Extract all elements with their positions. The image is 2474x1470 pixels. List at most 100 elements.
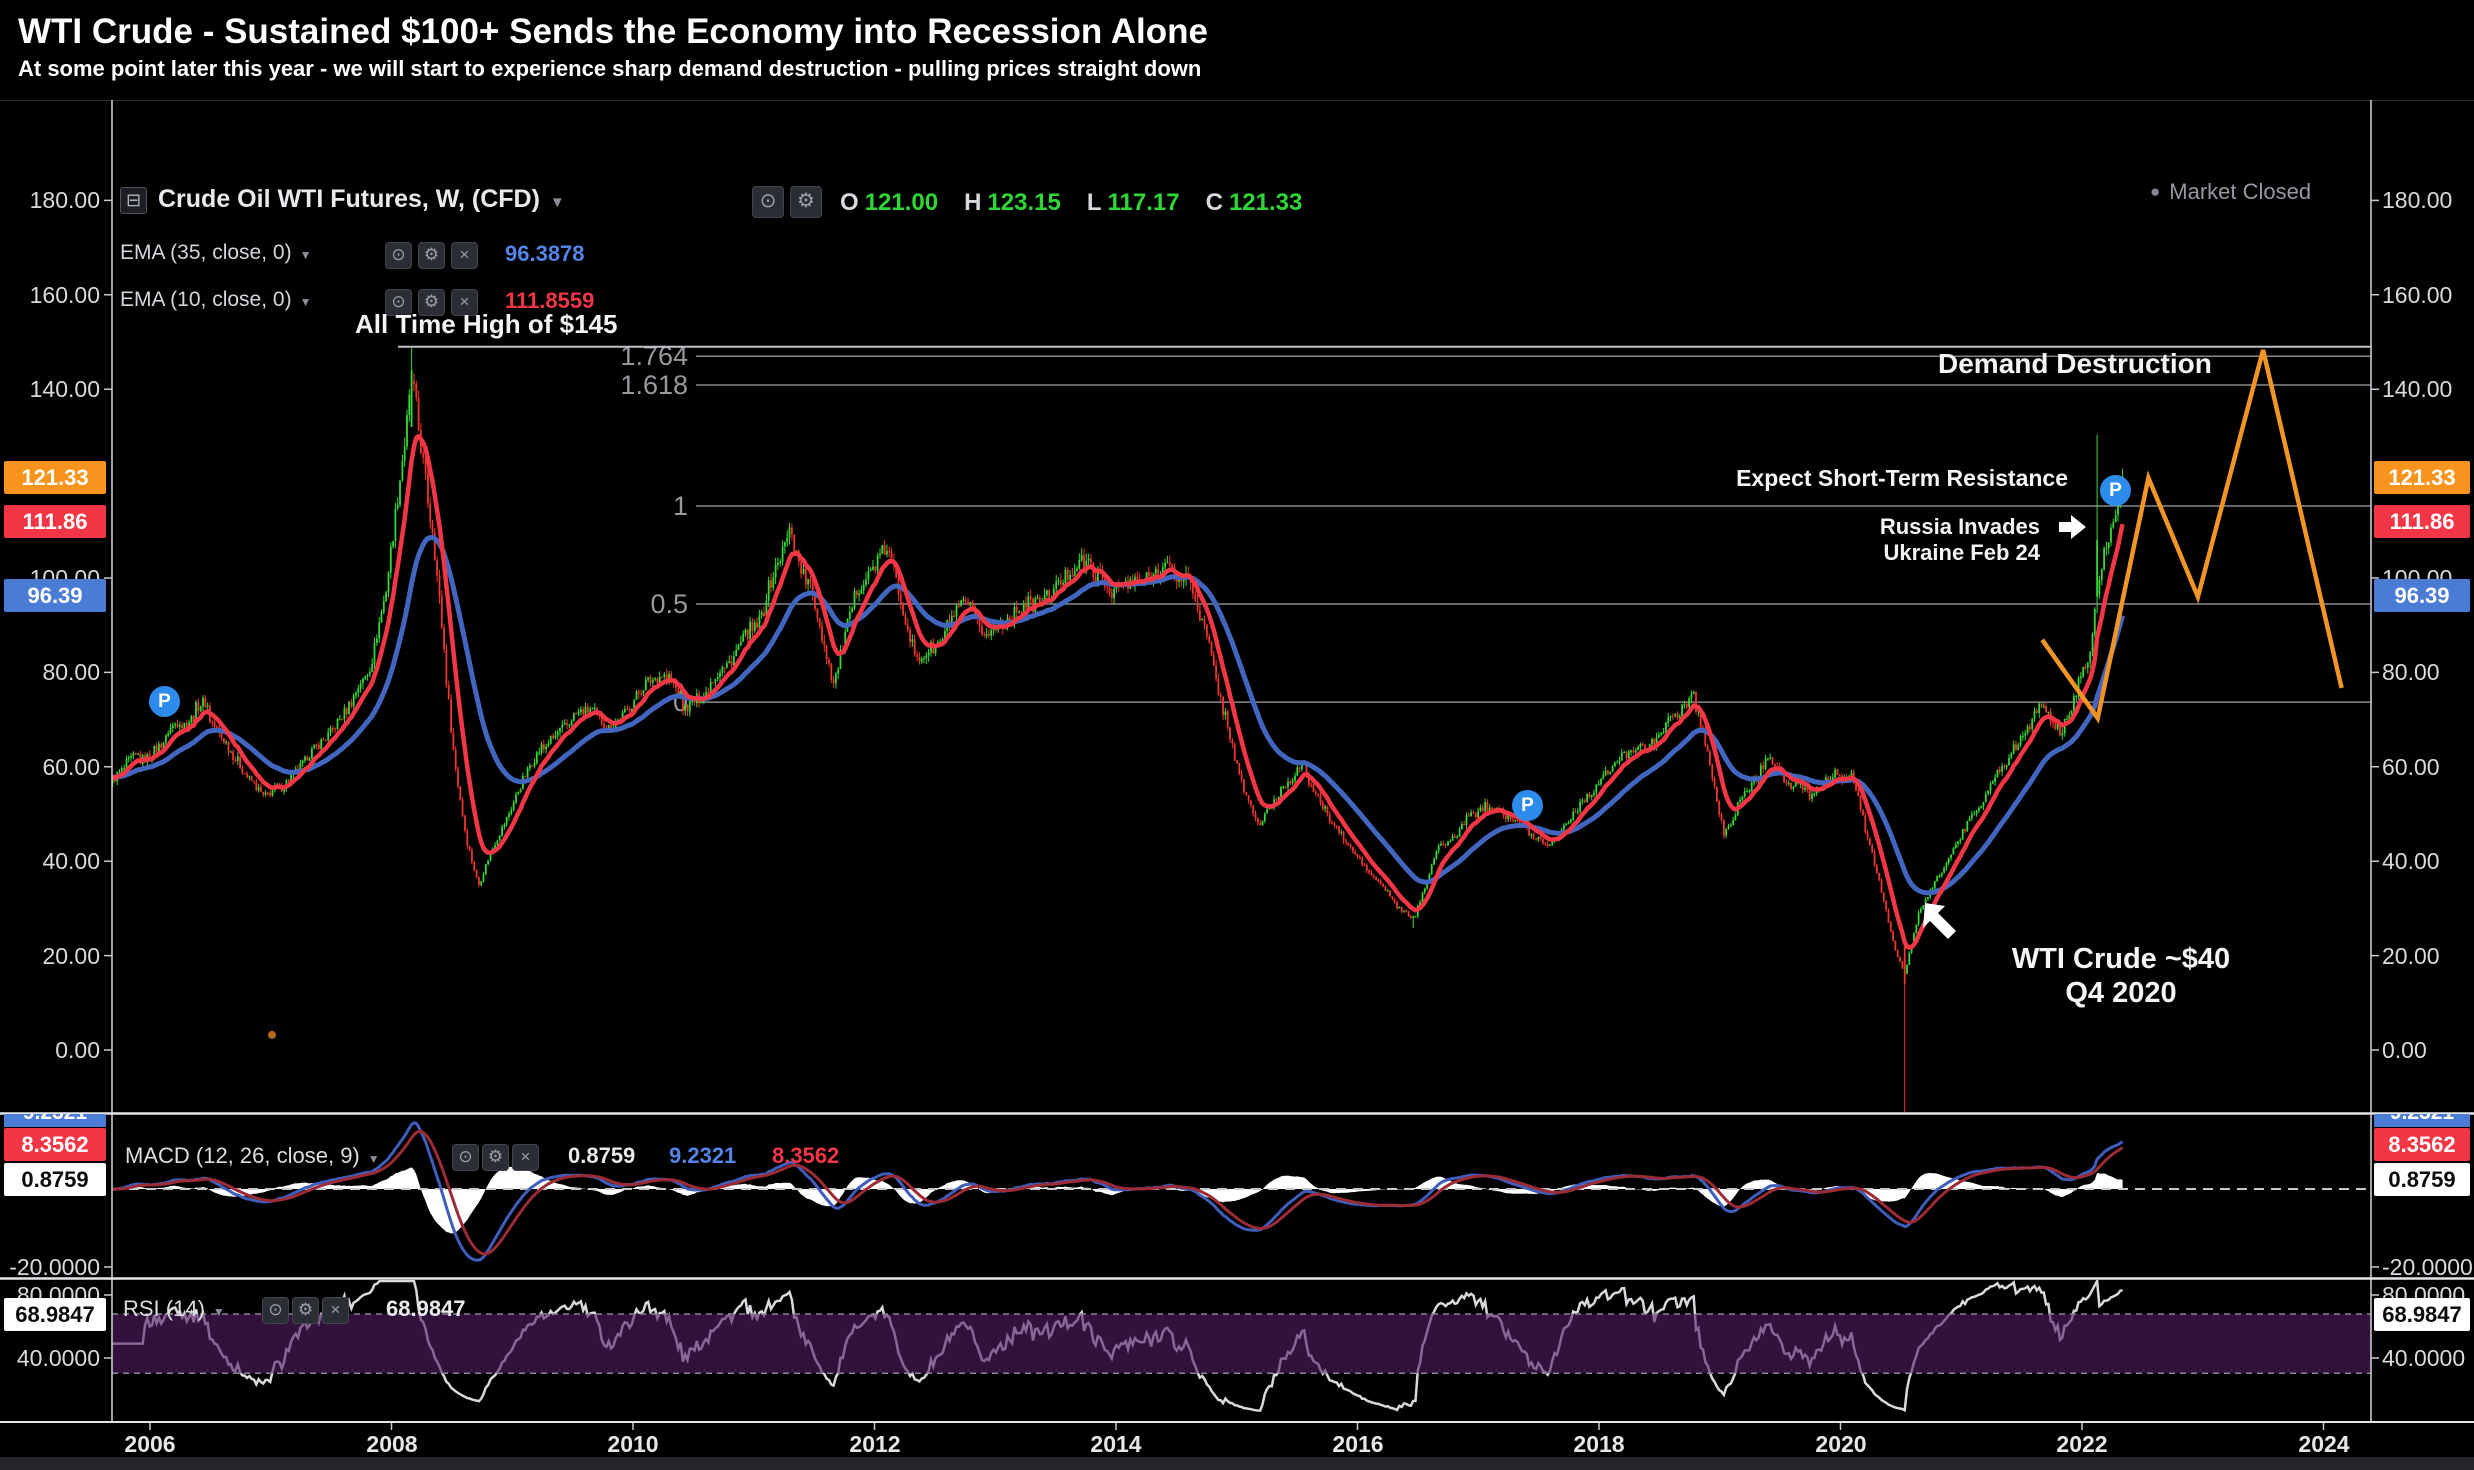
macd-axis-label: -20.0000 [9,1254,100,1280]
axis-border-lines [111,100,2372,1422]
eye-icon[interactable]: ⊙ [452,1144,479,1171]
rsi-axis-label: 40.0000 [2382,1345,2466,1371]
macd-signal-line [112,1129,2124,1256]
event-dot [268,1030,276,1039]
ema35-value: 96.3878 [505,241,585,266]
macd-hist-value: 0.8759 [568,1143,636,1168]
macd-signal-value: 8.3562 [772,1143,840,1168]
macd-label: MACD (12, 26, close, 9) [125,1143,360,1168]
price-tick-label: 60.00 [2382,754,2440,780]
market-status-label: Market Closed [2169,179,2312,204]
price-tick-label: 80.00 [42,659,100,685]
close-icon[interactable]: × [451,289,478,316]
page-title: WTI Crude - Sustained $100+ Sends the Ec… [18,12,1208,51]
symbol-title[interactable]: Crude Oil WTI Futures, W, (CFD) ▼ [158,185,565,214]
ema10-line [112,434,2125,950]
symbol-title-label: Crude Oil WTI Futures, W, (CFD) [158,185,540,213]
price-tick-label: 20.00 [2382,943,2440,969]
high-label: H [964,189,982,216]
page-subtitle: At some point later this year - we will … [18,56,1202,81]
price-tick-label: 40.00 [2382,848,2440,874]
fib-label: 0.5 [650,589,688,619]
rsi-value-badge: 68.9847 [4,1298,106,1331]
ema10-legend[interactable]: EMA (10, close, 0) ▼ [120,288,311,312]
open-value: 121.00 [864,189,939,216]
close-value: 121.33 [1228,189,1303,216]
year-tick-label: 2018 [1573,1431,1625,1457]
chevron-down-icon: ▼ [549,194,565,211]
last-price-badge: 121.33 [2374,461,2470,494]
price-tick-label: 60.00 [42,754,100,780]
year-tick-label: 2008 [366,1431,418,1457]
price-tick-label: 180.00 [2382,187,2453,213]
price-tick-label: 140.00 [29,376,100,402]
pin-marker[interactable]: P [2100,475,2131,506]
rsi-band [112,1314,2371,1374]
ema35-legend[interactable]: EMA (35, close, 0) ▼ [120,241,311,265]
ema10-label: EMA (10, close, 0) [120,288,292,311]
rsi-value-badge: 68.9847 [2374,1298,2470,1331]
market-status: ● Market Closed [2150,179,2311,205]
ohlc-readout: O 121.00 H 123.15 L 117.17 C 121.33 [840,189,1302,217]
ema35-price-badge: 96.39 [2374,579,2470,612]
annotation-wti-q4-2020: WTI Crude ~$40 Q4 2020 [1975,942,2267,1010]
chevron-down-icon: ▼ [299,295,312,309]
gear-icon[interactable]: ⚙ [790,186,822,218]
chevron-down-icon: ▼ [299,248,312,262]
open-label: O [840,189,859,216]
price-tick-label: 160.00 [29,282,100,308]
fib-label: 1 [673,491,688,521]
ema10-value: 111.8559 [505,288,595,313]
macd-pane[interactable] [112,1121,2371,1262]
year-tick-label: 2020 [1815,1431,1867,1457]
price-tick-label: 20.00 [42,943,100,969]
year-tick-label: 2022 [2056,1431,2108,1457]
gear-icon[interactable]: ⚙ [418,289,445,316]
year-tick-label: 2006 [124,1431,176,1457]
year-tick-label: 2024 [2298,1431,2350,1457]
annotation-wti-line2: Q4 2020 [2065,977,2177,1009]
macd-line-badge: 9.2321 [4,1114,106,1127]
price-tick-label: 180.00 [29,187,100,213]
close-icon[interactable]: × [512,1144,539,1171]
last-price-badge: 121.33 [4,461,106,494]
close-icon[interactable]: × [451,242,478,269]
close-icon[interactable]: × [322,1297,349,1324]
annotation-wti-line1: WTI Crude ~$40 [2011,943,2231,975]
eye-icon[interactable]: ⊙ [262,1297,289,1324]
macd-histogram [112,1166,2123,1234]
pane-separators [0,1112,2474,1280]
eye-icon[interactable]: ⊙ [752,186,784,218]
pin-marker[interactable]: P [149,686,180,717]
annotation-russia-line1: Russia Invades [1879,514,2040,539]
rsi-axis-label: 40.0000 [16,1345,100,1371]
rsi-legend[interactable]: RSI (14) ▼ [123,1296,225,1322]
gear-icon[interactable]: ⚙ [482,1144,509,1171]
gear-icon[interactable]: ⚙ [418,242,445,269]
annotation-russia-line2: Ukraine Feb 24 [1883,540,2040,565]
annotation-short-term-resistance: Expect Short-Term Resistance [1736,465,2068,491]
rsi-pane[interactable] [112,1280,2371,1413]
time-axis-ticks [149,1423,2325,1430]
arrow-up-left-icon [1923,903,1956,939]
eye-icon[interactable]: ⊙ [385,289,412,316]
annotation-all-time-high: All Time High of $145 [355,309,618,339]
eye-icon[interactable]: ⊙ [385,242,412,269]
macd-hist-badge: 0.8759 [4,1163,106,1196]
collapse-icon[interactable]: ⊟ [120,187,147,214]
price-tick-label: 40.00 [42,848,100,874]
chevron-down-icon: ▼ [367,1152,380,1166]
macd-signal-badge: 8.3562 [4,1128,106,1161]
ema10-price-badge: 111.86 [4,505,106,538]
ema35-price-badge: 96.39 [4,579,106,612]
arrow-right-icon [2059,515,2086,539]
pin-marker[interactable]: P [1512,790,1543,821]
low-label: L [1086,189,1102,216]
year-tick-label: 2012 [849,1431,901,1457]
macd-signal-badge: 8.3562 [2374,1128,2470,1161]
macd-legend[interactable]: MACD (12, 26, close, 9) ▼ [125,1143,380,1169]
gear-icon[interactable]: ⚙ [292,1297,319,1324]
